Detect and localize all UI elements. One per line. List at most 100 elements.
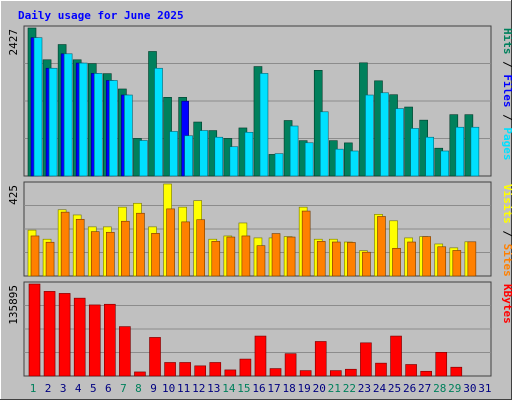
pages-bar <box>154 67 163 177</box>
kbytes-bar <box>375 362 387 377</box>
day-label: 27 <box>418 382 431 395</box>
kbytes-bar <box>43 291 56 377</box>
sites-bar <box>151 233 160 277</box>
kbytes-bar <box>420 370 432 377</box>
kbytes-bar <box>209 362 222 377</box>
day-label: 18 <box>282 382 295 395</box>
day-label: 20 <box>313 382 326 395</box>
legend-pages: Pages <box>501 127 512 160</box>
day-label: 8 <box>135 382 142 395</box>
sites-bar <box>75 218 85 277</box>
kbytes-bar <box>390 335 402 377</box>
kbytes-bar <box>73 297 86 377</box>
day-axis: 1 2 3 4 5 6 7 8 9 10 11 12 13 14 15 16 17 18 19 20 21 22 23 24 2… <box>30 382 492 395</box>
day-label: 22 <box>343 382 356 395</box>
day-label: 10 <box>162 382 175 395</box>
day-label: 3 <box>60 382 67 395</box>
sites-bar <box>166 208 175 277</box>
hits-files-pages-panel: 2427 Hits / Files / Pages <box>7 25 512 177</box>
day-label: 26 <box>403 382 416 395</box>
kbytes-bar <box>314 341 327 377</box>
kbytes-bar <box>88 304 101 377</box>
kbytes-bar <box>269 368 282 377</box>
day-label: 29 <box>448 382 461 395</box>
sites-bar <box>467 241 477 277</box>
pages-bar <box>334 148 344 177</box>
day-label: 12 <box>192 382 205 395</box>
pages-bar <box>33 37 43 177</box>
day-label: 9 <box>150 382 157 395</box>
kbytes-bar <box>164 362 176 377</box>
sites-bar <box>271 233 281 277</box>
sites-bar <box>362 251 371 277</box>
sites-bar <box>181 221 190 277</box>
day-label: 15 <box>237 382 250 395</box>
pages-bar <box>93 73 103 177</box>
day-label: 7 <box>120 382 127 395</box>
sites-bar <box>301 210 311 277</box>
day-label: 13 <box>207 382 220 395</box>
kbytes-bar <box>179 362 191 377</box>
kbytes-bar <box>299 370 312 377</box>
kbytes-panel: 135895 KBytes <box>7 281 512 377</box>
pages-bar <box>229 146 239 177</box>
sites-bar <box>211 241 221 277</box>
day-label: 28 <box>433 382 446 395</box>
chart-panels: 2427 Hits / Files / Pages 425 Visits / Site… <box>7 25 512 377</box>
kbytes-bar <box>345 368 357 377</box>
sites-bar <box>422 236 431 277</box>
sites-bar <box>437 246 447 277</box>
day-label: 6 <box>105 382 112 395</box>
sites-bar <box>392 247 401 277</box>
kbytes-bar <box>194 365 207 377</box>
day-label: 16 <box>252 382 265 395</box>
legend-kbytes: KBytes <box>501 284 512 324</box>
sites-bar <box>121 220 130 277</box>
pages-bar <box>109 80 118 177</box>
max-value-label: 135895 <box>7 285 20 325</box>
sites-bar <box>241 235 251 277</box>
pages-bar <box>455 126 465 177</box>
sites-bar <box>226 236 236 277</box>
legend-files: Files <box>501 74 512 107</box>
sites-bar <box>347 242 356 277</box>
sites-bar <box>60 211 70 277</box>
kbytes-bar <box>284 353 297 377</box>
day-label: 2 <box>45 382 52 395</box>
pages-bar <box>350 150 359 177</box>
kbytes-bar <box>435 352 448 377</box>
day-label: 23 <box>358 382 371 395</box>
day-label: 30 <box>463 382 476 395</box>
pages-bar <box>470 126 480 177</box>
pages-bar <box>78 62 88 177</box>
day-label: 31 <box>478 382 491 395</box>
pages-bar <box>124 94 133 177</box>
kbytes-bar <box>450 366 463 377</box>
day-label: 4 <box>75 382 82 395</box>
max-value-label: 425 <box>7 185 20 205</box>
pages-bar <box>395 108 404 177</box>
legend-hits: Hits <box>501 28 512 55</box>
kbytes-bar <box>104 303 116 377</box>
day-label: 1 <box>30 382 37 395</box>
kbytes-bar <box>28 283 41 377</box>
pages-bar <box>425 136 434 177</box>
kbytes-bar <box>329 370 342 377</box>
sites-bar <box>256 245 266 277</box>
kbytes-bar <box>254 335 267 377</box>
pages-bar <box>259 73 269 177</box>
sites-bar <box>377 216 386 277</box>
pages-bar <box>169 131 178 177</box>
kbytes-bar <box>224 369 237 377</box>
legend: KBytes <box>501 284 512 324</box>
legend: Visits / Sites <box>501 184 512 277</box>
pages-bar <box>184 135 193 177</box>
kbytes-bar <box>149 337 161 377</box>
sites-bar <box>136 212 145 277</box>
kbytes-bar <box>119 326 131 377</box>
chart-title: Daily usage for June 2025 <box>18 9 184 22</box>
pages-bar <box>139 140 148 177</box>
kbytes-bar <box>405 364 417 377</box>
pages-bar <box>380 92 389 177</box>
sites-bar <box>331 241 341 277</box>
